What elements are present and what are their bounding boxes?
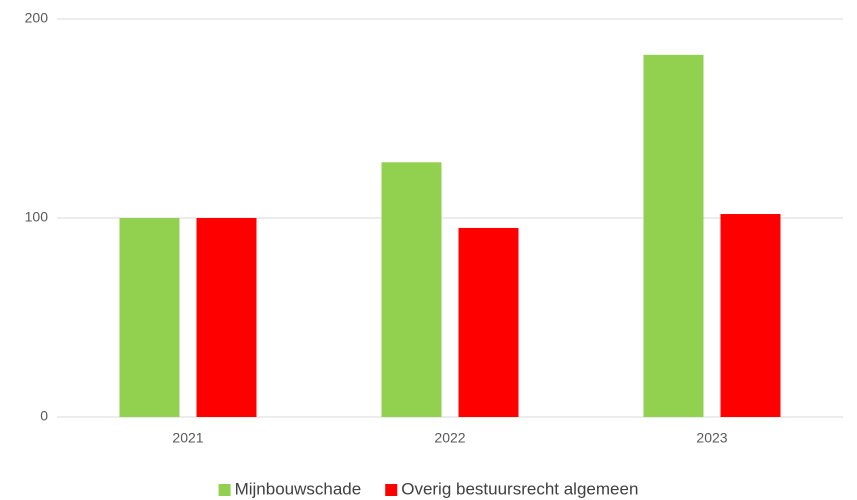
x-tick-label: 2021 <box>172 430 203 446</box>
x-tick-label: 2023 <box>696 430 727 446</box>
bar <box>381 162 442 417</box>
legend-label: Mijnbouwschade <box>235 479 362 498</box>
bar <box>720 214 781 417</box>
y-tick-label: 100 <box>25 209 49 225</box>
legend: Mijnbouwschade Overig bestuursrecht algem… <box>218 479 638 498</box>
legend-swatch <box>218 484 231 496</box>
y-tick-label: 0 <box>40 408 48 424</box>
bar <box>119 218 180 417</box>
x-tick-label: 2022 <box>434 430 465 446</box>
legend-swatch <box>385 484 398 496</box>
bar <box>196 218 257 417</box>
y-tick-label: 200 <box>25 10 49 26</box>
legend-label: Overig bestuursrecht algemeen <box>401 479 638 498</box>
bar <box>458 227 519 417</box>
bar <box>643 54 704 417</box>
